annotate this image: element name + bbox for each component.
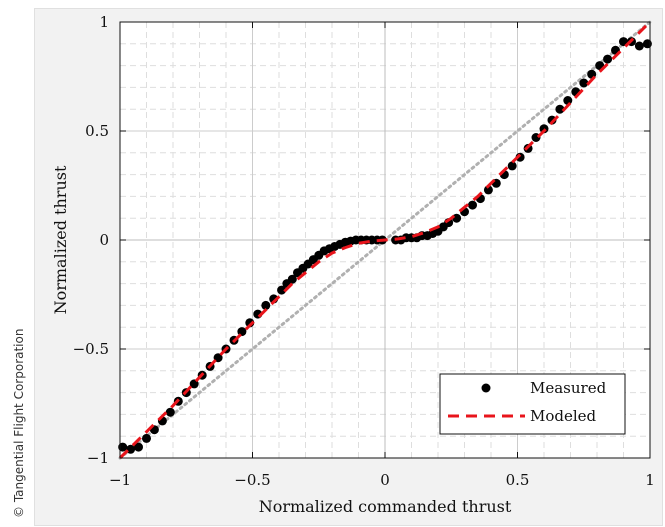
measured-point [563,96,573,105]
measured-point [452,213,462,223]
x-tick-label: 0 [380,471,390,489]
x-axis-title: Normalized commanded thrust [259,497,512,516]
measured-point [555,104,565,114]
x-tick-label: 1 [645,471,655,489]
measured-point [507,161,517,171]
measured-point [579,78,589,88]
x-tick-label: −0.5 [234,471,270,489]
measured-point [468,200,477,210]
measured-point [483,185,493,195]
measured-point [261,300,271,310]
legend-modeled-label: Modeled [530,407,597,425]
measured-point [547,115,557,125]
measured-point [287,274,297,284]
measured-point [165,407,175,417]
legend-measured-marker [481,383,491,393]
tick-marks [119,21,651,459]
measured-point [277,285,287,295]
y-tick-label: 0 [99,231,109,249]
measured-point [142,433,151,443]
legend: Measured Modeled [439,373,626,435]
x-tick-label: −1 [109,471,131,489]
y-tick-label: 0.5 [85,122,109,140]
legend-measured-label: Measured [530,379,607,397]
x-tick-labels: −1 −0.5 0 0.5 1 [109,471,655,489]
legend-box [439,373,626,435]
y-axis-title: Normalized thrust [51,165,70,314]
measured-point [642,39,652,49]
measured-point [603,54,613,64]
modeled-line [118,20,652,460]
x-tick-label: 0.5 [506,471,530,489]
copyright-notice: © Tangential Flight Corporation [12,328,26,518]
y-tick-label: 1 [99,13,109,31]
measured-point [634,41,644,51]
y-tick-labels: −1 −0.5 0 0.5 1 [73,13,109,467]
series-group [118,20,652,460]
measured-point [134,442,143,452]
y-tick-label: −1 [87,449,109,467]
measured-point [619,37,628,47]
y-tick-label: −0.5 [73,340,109,358]
measured-point [539,124,549,134]
measured-point [213,353,223,363]
